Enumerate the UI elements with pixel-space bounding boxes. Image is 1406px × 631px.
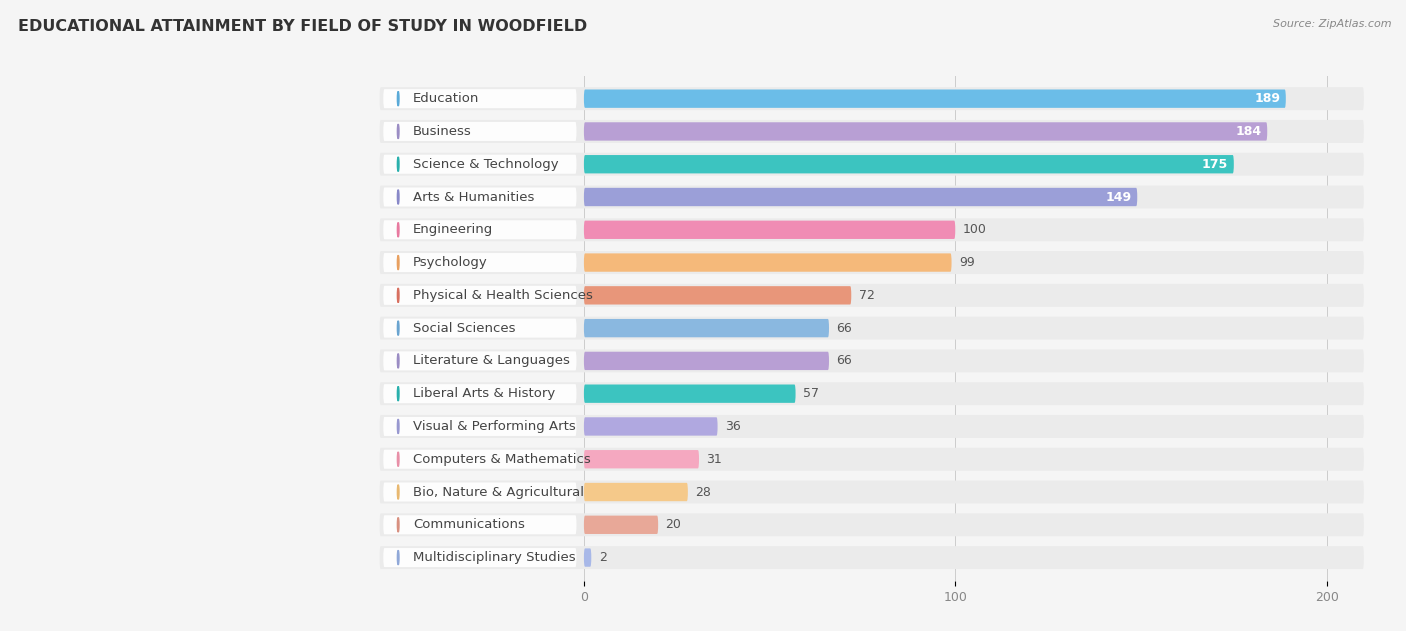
Circle shape bbox=[398, 452, 399, 466]
Text: 20: 20 bbox=[665, 518, 682, 531]
Text: 66: 66 bbox=[837, 355, 852, 367]
FancyBboxPatch shape bbox=[583, 548, 592, 567]
Text: Multidisciplinary Studies: Multidisciplinary Studies bbox=[413, 551, 575, 564]
Circle shape bbox=[398, 550, 399, 565]
Text: Engineering: Engineering bbox=[413, 223, 494, 236]
FancyBboxPatch shape bbox=[583, 286, 851, 305]
FancyBboxPatch shape bbox=[380, 382, 1364, 405]
Text: Social Sciences: Social Sciences bbox=[413, 322, 516, 334]
FancyBboxPatch shape bbox=[583, 516, 658, 534]
Text: 149: 149 bbox=[1105, 191, 1132, 204]
FancyBboxPatch shape bbox=[384, 516, 576, 534]
FancyBboxPatch shape bbox=[583, 483, 688, 501]
Text: 28: 28 bbox=[696, 485, 711, 498]
Circle shape bbox=[398, 517, 399, 532]
FancyBboxPatch shape bbox=[384, 319, 576, 338]
FancyBboxPatch shape bbox=[384, 253, 576, 272]
Text: 189: 189 bbox=[1254, 92, 1281, 105]
FancyBboxPatch shape bbox=[380, 415, 1364, 438]
Circle shape bbox=[398, 91, 399, 106]
FancyBboxPatch shape bbox=[380, 448, 1364, 471]
FancyBboxPatch shape bbox=[380, 546, 1364, 569]
FancyBboxPatch shape bbox=[384, 220, 576, 239]
Text: Liberal Arts & History: Liberal Arts & History bbox=[413, 387, 555, 400]
Text: 72: 72 bbox=[859, 289, 875, 302]
Text: Business: Business bbox=[413, 125, 472, 138]
Text: Computers & Mathematics: Computers & Mathematics bbox=[413, 452, 591, 466]
FancyBboxPatch shape bbox=[380, 251, 1364, 274]
FancyBboxPatch shape bbox=[583, 319, 830, 338]
Circle shape bbox=[398, 419, 399, 433]
Text: Communications: Communications bbox=[413, 518, 524, 531]
Text: Visual & Performing Arts: Visual & Performing Arts bbox=[413, 420, 576, 433]
Text: 57: 57 bbox=[803, 387, 820, 400]
FancyBboxPatch shape bbox=[380, 514, 1364, 536]
Text: EDUCATIONAL ATTAINMENT BY FIELD OF STUDY IN WOODFIELD: EDUCATIONAL ATTAINMENT BY FIELD OF STUDY… bbox=[18, 19, 588, 34]
FancyBboxPatch shape bbox=[583, 450, 699, 468]
FancyBboxPatch shape bbox=[384, 187, 576, 206]
FancyBboxPatch shape bbox=[384, 89, 576, 108]
FancyBboxPatch shape bbox=[583, 417, 717, 435]
FancyBboxPatch shape bbox=[583, 254, 952, 272]
Text: 99: 99 bbox=[959, 256, 974, 269]
Text: Arts & Humanities: Arts & Humanities bbox=[413, 191, 534, 204]
Circle shape bbox=[398, 223, 399, 237]
FancyBboxPatch shape bbox=[380, 218, 1364, 241]
FancyBboxPatch shape bbox=[384, 384, 576, 403]
FancyBboxPatch shape bbox=[384, 286, 576, 305]
FancyBboxPatch shape bbox=[380, 120, 1364, 143]
Circle shape bbox=[398, 124, 399, 139]
Text: 36: 36 bbox=[725, 420, 741, 433]
FancyBboxPatch shape bbox=[380, 186, 1364, 208]
FancyBboxPatch shape bbox=[384, 450, 576, 469]
Circle shape bbox=[398, 190, 399, 204]
FancyBboxPatch shape bbox=[583, 90, 1286, 108]
Text: 66: 66 bbox=[837, 322, 852, 334]
FancyBboxPatch shape bbox=[583, 122, 1267, 141]
FancyBboxPatch shape bbox=[380, 153, 1364, 175]
Text: 2: 2 bbox=[599, 551, 606, 564]
FancyBboxPatch shape bbox=[583, 188, 1137, 206]
Text: Science & Technology: Science & Technology bbox=[413, 158, 558, 171]
FancyBboxPatch shape bbox=[384, 122, 576, 141]
FancyBboxPatch shape bbox=[380, 317, 1364, 339]
FancyBboxPatch shape bbox=[384, 548, 576, 567]
FancyBboxPatch shape bbox=[380, 87, 1364, 110]
Text: 175: 175 bbox=[1202, 158, 1229, 171]
Circle shape bbox=[398, 288, 399, 302]
FancyBboxPatch shape bbox=[384, 351, 576, 370]
Text: 184: 184 bbox=[1236, 125, 1261, 138]
FancyBboxPatch shape bbox=[380, 481, 1364, 504]
Circle shape bbox=[398, 485, 399, 499]
FancyBboxPatch shape bbox=[583, 384, 796, 403]
Text: Bio, Nature & Agricultural: Bio, Nature & Agricultural bbox=[413, 485, 583, 498]
FancyBboxPatch shape bbox=[384, 483, 576, 502]
FancyBboxPatch shape bbox=[384, 155, 576, 174]
FancyBboxPatch shape bbox=[583, 155, 1234, 174]
Text: 31: 31 bbox=[706, 452, 723, 466]
Circle shape bbox=[398, 256, 399, 270]
Circle shape bbox=[398, 321, 399, 335]
FancyBboxPatch shape bbox=[380, 350, 1364, 372]
Text: Physical & Health Sciences: Physical & Health Sciences bbox=[413, 289, 593, 302]
Circle shape bbox=[398, 386, 399, 401]
Circle shape bbox=[398, 157, 399, 172]
FancyBboxPatch shape bbox=[384, 417, 576, 436]
Text: Psychology: Psychology bbox=[413, 256, 488, 269]
FancyBboxPatch shape bbox=[380, 284, 1364, 307]
FancyBboxPatch shape bbox=[583, 221, 955, 239]
Text: 100: 100 bbox=[963, 223, 987, 236]
Circle shape bbox=[398, 354, 399, 368]
FancyBboxPatch shape bbox=[583, 351, 830, 370]
Text: Education: Education bbox=[413, 92, 479, 105]
Text: Source: ZipAtlas.com: Source: ZipAtlas.com bbox=[1274, 19, 1392, 29]
Text: Literature & Languages: Literature & Languages bbox=[413, 355, 569, 367]
